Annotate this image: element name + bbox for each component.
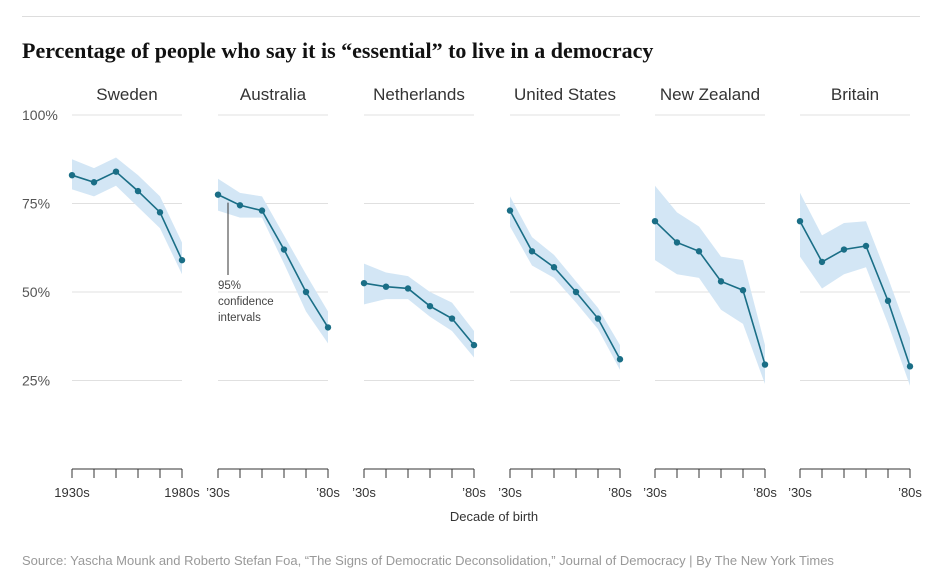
data-point (324, 324, 332, 331)
y-tick-label: 100% (22, 107, 58, 123)
data-point (214, 191, 222, 198)
x-tick-label: ’80s (462, 485, 486, 500)
data-point (448, 315, 456, 322)
data-point (280, 246, 288, 253)
y-tick-label: 50% (22, 284, 50, 300)
panel-title-australia: Australia (240, 85, 307, 104)
series-line-sweden (71, 170, 183, 261)
data-point (906, 363, 914, 370)
panel-title-britain: Britain (831, 85, 879, 104)
data-point (673, 239, 681, 246)
data-point (884, 297, 892, 305)
data-point (156, 209, 164, 216)
data-point (68, 171, 76, 179)
y-tick-label: 75% (22, 196, 50, 212)
series-line-australia (217, 193, 329, 328)
data-point (426, 302, 434, 310)
x-axis-label: Decade of birth (450, 509, 538, 524)
data-point (818, 258, 826, 266)
data-point (302, 288, 310, 296)
confidence-band-united-states (510, 196, 620, 370)
data-point (651, 218, 659, 225)
annotation-text: confidence (218, 296, 274, 308)
data-point (796, 218, 804, 225)
panel-title-united-states: United States (514, 85, 616, 104)
data-point (594, 315, 602, 322)
data-point (739, 287, 747, 294)
series-line-new-zealand (654, 220, 766, 365)
x-tick-label: ’80s (316, 485, 340, 500)
x-tick-label: ’30s (352, 485, 376, 500)
series-line-netherlands (363, 282, 475, 346)
data-point (90, 179, 98, 186)
data-point (616, 356, 624, 363)
data-point (506, 207, 514, 214)
x-tick-label: ’30s (206, 485, 230, 500)
data-point (258, 207, 266, 214)
confidence-band-netherlands (364, 263, 474, 358)
x-tick-label: 1980s (164, 485, 200, 500)
x-tick-label: ’80s (608, 485, 632, 500)
data-point (572, 288, 580, 296)
data-point (528, 248, 536, 255)
chart-title: Percentage of people who say it is “esse… (22, 38, 654, 63)
data-point (112, 168, 120, 175)
confidence-band-australia (218, 178, 328, 344)
x-tick-label: ’30s (788, 485, 812, 500)
data-point (178, 256, 186, 264)
source-note: Source: Yascha Mounk and Roberto Stefan … (22, 553, 834, 568)
data-point (134, 187, 142, 195)
x-tick-label: ’80s (898, 485, 922, 500)
data-point (840, 246, 848, 253)
data-point (550, 264, 558, 271)
x-tick-label: ’30s (643, 485, 667, 500)
confidence-band-sweden (72, 157, 182, 275)
data-point (360, 279, 368, 287)
annotation-text: intervals (218, 312, 261, 324)
data-point (761, 361, 769, 368)
data-point (862, 242, 870, 250)
x-tick-label: ’80s (753, 485, 777, 500)
panel-title-sweden: Sweden (96, 85, 157, 104)
x-tick-label: ’30s (498, 485, 522, 500)
data-point (236, 202, 244, 209)
data-point (717, 278, 725, 285)
annotation-text: 95% (218, 280, 241, 292)
y-tick-label: 25% (22, 373, 50, 389)
confidence-band-new-zealand (655, 185, 765, 385)
x-tick-label: 1930s (54, 485, 90, 500)
data-point (470, 341, 478, 349)
data-point (404, 285, 412, 292)
confidence-band-britain (800, 192, 910, 386)
panel-title-netherlands: Netherlands (373, 85, 465, 104)
panel-title-new-zealand: New Zealand (660, 85, 760, 104)
series-line-britain (799, 220, 911, 367)
data-point (382, 283, 390, 290)
data-point (695, 248, 703, 255)
top-rule (22, 16, 920, 17)
series-line-united-states (509, 210, 621, 360)
